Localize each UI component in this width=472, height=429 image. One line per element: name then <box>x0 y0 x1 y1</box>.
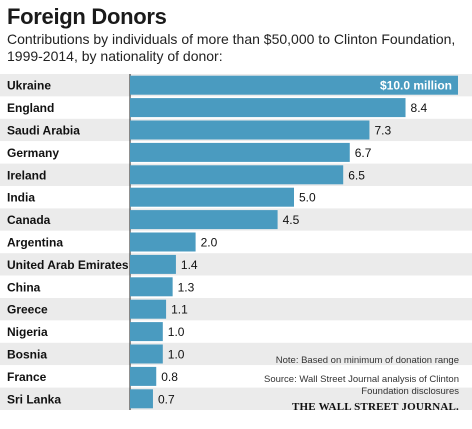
bar-ireland <box>130 165 344 185</box>
category-label: Nigeria <box>7 325 48 339</box>
category-label: United Arab Emirates <box>7 258 129 272</box>
category-label: Bosnia <box>7 348 47 362</box>
bar-ukraine <box>130 75 458 95</box>
value-label: $10.0 million <box>380 79 452 93</box>
value-label: 1.1 <box>171 303 188 317</box>
row-band <box>0 253 472 276</box>
category-label: India <box>7 191 35 205</box>
value-label: 1.0 <box>168 325 185 339</box>
row-band <box>0 275 472 298</box>
bar-bosnia <box>130 344 163 364</box>
chart-title: Foreign Donors <box>7 4 167 29</box>
publisher-credit: THE WALL STREET JOURNAL. <box>291 401 459 413</box>
value-label: 1.4 <box>181 258 198 272</box>
row-band <box>0 342 472 366</box>
category-label: Sri Lanka <box>7 392 61 406</box>
value-label: 1.0 <box>168 348 185 362</box>
bar-india <box>130 187 294 207</box>
bar-saudi-arabia <box>130 120 370 140</box>
value-label: 8.4 <box>411 101 428 115</box>
chart-subtitle: Contributions by individuals of more tha… <box>7 31 456 64</box>
bar-france <box>130 366 157 386</box>
row-band <box>0 387 472 410</box>
row-band <box>0 230 472 254</box>
row-band <box>0 365 472 388</box>
category-label: Ukraine <box>7 79 51 93</box>
value-label: 0.8 <box>161 370 178 384</box>
value-label: 5.0 <box>299 191 316 205</box>
value-labels: $10.0 million 8.4 7.36.7 6.5 5.0 4.5 2.01.4 1.3… <box>158 79 452 407</box>
category-label: Ireland <box>7 168 46 182</box>
value-label: 6.5 <box>348 168 365 182</box>
value-label: 2.0 <box>201 236 218 250</box>
bar-canada <box>130 210 278 230</box>
category-label: Canada <box>7 213 51 227</box>
row-band <box>0 320 472 343</box>
category-label: Greece <box>7 303 48 317</box>
bars <box>130 75 458 409</box>
category-label: Germany <box>7 146 59 160</box>
bar-argentina <box>130 232 196 252</box>
value-label: 4.5 <box>283 213 300 227</box>
value-label: 7.3 <box>374 124 391 138</box>
category-label: Argentina <box>7 236 63 250</box>
row-band <box>0 298 472 321</box>
chart-source: Source: Wall Street Journal analysis of … <box>263 374 459 397</box>
bar-england <box>130 98 406 118</box>
bar-germany <box>130 142 350 162</box>
category-label: Saudi Arabia <box>7 124 80 138</box>
value-label: 0.7 <box>158 392 175 406</box>
bar-nigeria <box>130 322 163 342</box>
bar-united-arab-emirates <box>130 254 176 274</box>
category-label: China <box>7 280 41 294</box>
bar-greece <box>130 299 167 319</box>
category-labels: Ukraine England Saudi Arabia Germany Ireland… <box>7 79 129 407</box>
category-label: France <box>7 370 47 384</box>
category-label: England <box>7 101 54 115</box>
value-label: 1.3 <box>178 280 195 294</box>
value-label: 6.7 <box>355 146 372 160</box>
chart-note: Note: Based on minimum of donation range <box>275 355 459 366</box>
bar-sri-lanka <box>130 389 153 409</box>
bar-china <box>130 277 173 297</box>
